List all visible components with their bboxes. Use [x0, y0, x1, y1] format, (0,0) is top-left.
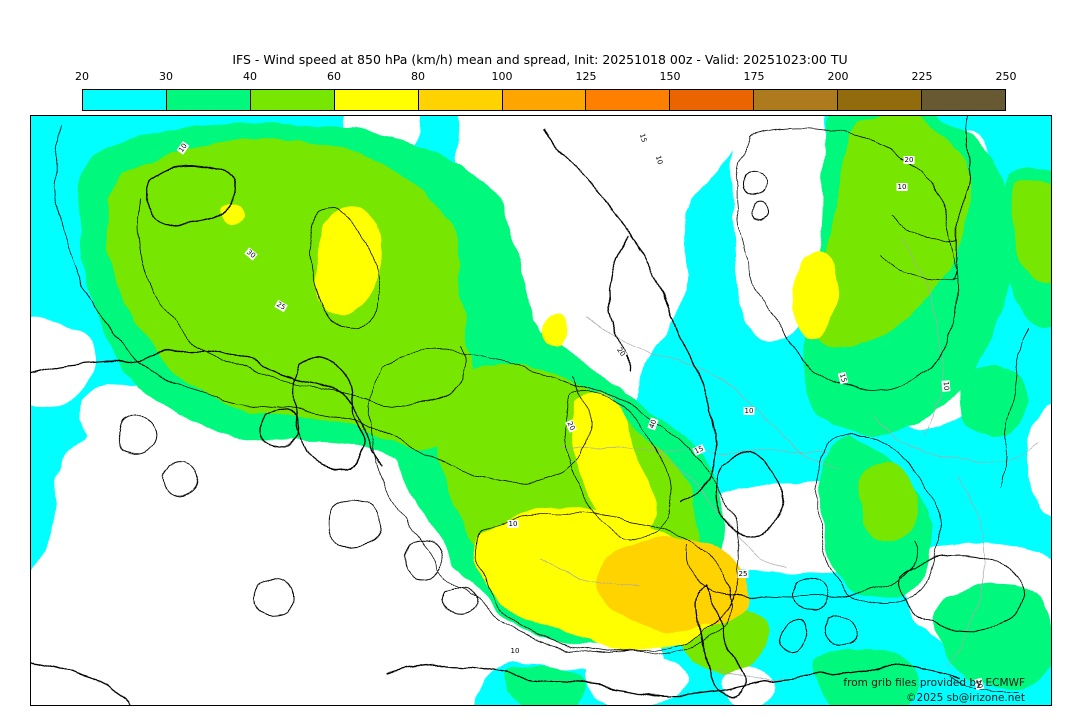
attribution-source: from grib files provided by ECMWF: [843, 677, 1025, 689]
colorbar-segment: [418, 90, 503, 110]
colorbar-segment: [334, 90, 419, 110]
colorbar-segment: [83, 90, 167, 110]
colorbar-segment: [754, 90, 839, 110]
contour-lines: [31, 116, 1030, 705]
colorbar-tick: 225: [911, 70, 933, 83]
colorbar-tick: 60: [327, 70, 341, 83]
colorbar-tick: 150: [659, 70, 681, 83]
colorbar-ticks: 20 30 40 60 80 100 125 150 175 200 225 250: [75, 70, 1017, 84]
colorbar-tick: 20: [75, 70, 89, 83]
colorbar-tick: 250: [995, 70, 1017, 83]
attribution-copyright: ©2025 sb@irizone.net: [906, 692, 1025, 704]
colorbar-tick: 200: [827, 70, 849, 83]
colorbar-segment: [166, 90, 251, 110]
colorbar-segment: [502, 90, 587, 110]
colorbar-tick: 175: [743, 70, 765, 83]
fill-chartreuse-regions: [108, 116, 1051, 674]
colorbar-tick: 40: [243, 70, 257, 83]
colorbar-tick: 80: [411, 70, 425, 83]
page-title: IFS - Wind speed at 850 hPa (km/h) mean …: [232, 52, 848, 67]
spread-contour-group: [56, 125, 1030, 705]
colorbar-tick: 100: [491, 70, 513, 83]
colorbar-segment: [586, 90, 671, 110]
colorbar-tick: 30: [159, 70, 173, 83]
fill-gold-region: [595, 538, 749, 631]
colorbar-tick: 125: [575, 70, 597, 83]
coastline-group: [31, 127, 960, 705]
colorbar: [82, 89, 1006, 111]
map-panel: 10 15 10 20 10 30 25 20 40 20 15 10 15 10 10 25 10 10 fro…: [30, 115, 1052, 706]
colorbar-segment: [670, 90, 755, 110]
island-group: [116, 116, 1026, 650]
colorbar-segment: [250, 90, 335, 110]
map-svg: [31, 116, 1051, 705]
shading-layer: [31, 116, 1051, 705]
colorbar-segment: [922, 90, 1005, 110]
colorbar-segment: [838, 90, 923, 110]
